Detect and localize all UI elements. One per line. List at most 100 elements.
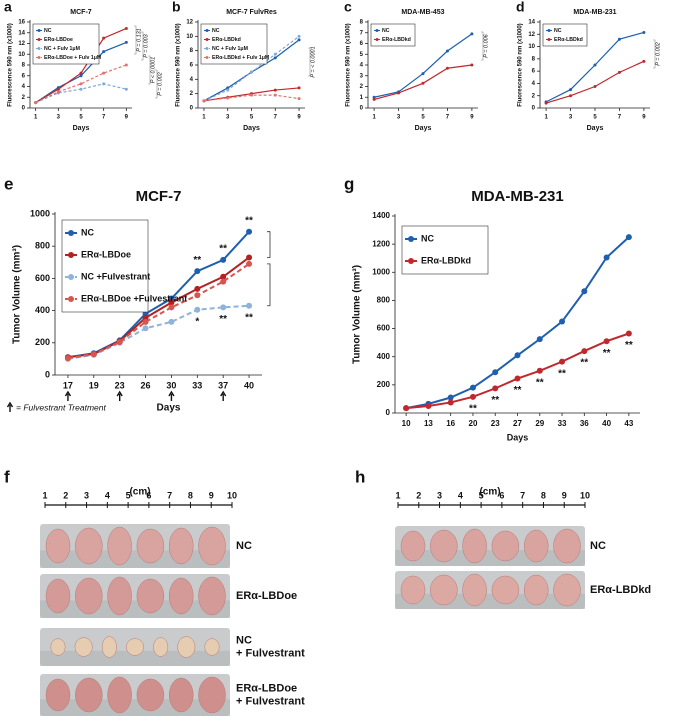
data-point (124, 63, 128, 67)
series-line (67, 263, 250, 360)
data-point (445, 49, 449, 53)
y-axis-label: Fluorescence 590 nm (x1000) (518, 23, 524, 106)
data-point (617, 70, 621, 74)
data-point (297, 38, 301, 42)
data-point (470, 32, 474, 36)
data-point (372, 97, 376, 101)
bracket (141, 31, 144, 61)
x-tick-label: 16 (446, 419, 455, 428)
ruler-number: 2 (416, 490, 421, 500)
legend-box (61, 219, 149, 313)
data-point (220, 273, 227, 280)
panel-letter: e (4, 174, 13, 193)
x-tick-label: 37 (218, 380, 228, 390)
legend-marker (205, 47, 209, 50)
data-point (194, 285, 201, 292)
y-axis-label: Fluorescence 590 nm (x1000) (176, 23, 182, 106)
tumor (462, 528, 487, 564)
ruler-number: 9 (562, 490, 567, 500)
x-tick-label: 23 (115, 380, 125, 390)
legend-marker (37, 38, 41, 41)
ruler-number: 4 (105, 490, 110, 500)
treatment-arrow (6, 401, 14, 412)
x-tick-label: 5 (593, 115, 597, 121)
bracket (267, 263, 271, 307)
y-tick-label: 4 (360, 63, 364, 69)
x-axis-label: Days (507, 432, 529, 442)
row-label: NC (236, 540, 252, 552)
data-point (202, 99, 206, 103)
significance-mark: ** (625, 340, 633, 351)
y-tick-label: 800 (35, 241, 50, 251)
x-tick-label: 7 (446, 115, 450, 121)
data-point (593, 63, 597, 67)
legend-marker (68, 274, 74, 280)
ruler-number: 3 (84, 490, 89, 500)
data-point (559, 318, 566, 325)
x-tick-label: 3 (57, 115, 61, 121)
x-tick-label: 19 (89, 380, 99, 390)
ruler-number: 8 (541, 490, 546, 500)
x-tick-label: 1 (544, 115, 548, 121)
legend-marker (205, 29, 209, 32)
data-point (116, 338, 123, 345)
y-axis-label: Tumor Volume (mm³) (352, 265, 363, 364)
y-tick-label: 10 (186, 34, 193, 40)
x-tick-label: 10 (402, 419, 411, 428)
legend-label: NC (382, 28, 390, 34)
chart: c MDA-MB-453 0 1 2 3 4 5 6 7 8 1 3 5 7 9 Days Fluorescenc… (344, 0, 489, 132)
data-point (492, 385, 499, 392)
y-tick-label: 6 (360, 41, 364, 47)
x-tick-label: 40 (602, 419, 611, 428)
legend-marker (68, 252, 74, 258)
legend-label: ERα-LBDkd (212, 37, 241, 43)
chart-title: MCF-7 FulvRes (226, 9, 277, 16)
tumor (74, 637, 93, 657)
significance-mark: ** (558, 368, 566, 379)
bracket (134, 25, 137, 55)
data-point (642, 30, 646, 34)
y-tick-label: 4 (532, 81, 536, 87)
y-tick-label: 6 (190, 63, 194, 69)
chart: b MCF-7 FulvRes 0 2 4 6 8 10 12 1 3 5 7 9 Days Fluoresc… (172, 0, 316, 132)
ruler-number: 1 (42, 490, 47, 500)
data-point (34, 101, 38, 105)
x-tick-label: 7 (102, 115, 106, 121)
data-point (220, 256, 227, 263)
tumor (553, 528, 581, 564)
tumor (553, 573, 581, 607)
x-axis-label: Days (243, 125, 260, 132)
y-tick-label: 2 (360, 84, 364, 90)
tumor (523, 574, 549, 606)
ruler-unit: (cm) (129, 487, 150, 498)
footnote: = Fulvestrant Treatment (16, 402, 106, 412)
y-tick-label: 8 (190, 48, 194, 54)
significance-mark: ** (219, 314, 227, 325)
y-tick-label: 5 (360, 52, 364, 58)
legend-box (401, 225, 489, 275)
data-point (297, 86, 301, 90)
data-point (603, 338, 610, 345)
x-tick-label: 33 (558, 419, 567, 428)
tumor (75, 677, 103, 713)
ruler-number: 6 (146, 490, 151, 500)
data-point (544, 101, 548, 105)
tumor (107, 676, 132, 714)
chart: g MDA-MB-231 0 200 400 600 800 1000 1200 1400 10 13… (344, 174, 640, 442)
ruler-number: 4 (458, 490, 463, 500)
legend-marker (68, 230, 74, 236)
data-point (425, 402, 432, 409)
p-value: P = < 0.0001 (310, 46, 316, 77)
legend-marker (408, 258, 414, 264)
data-point (56, 87, 60, 91)
y-tick-label: 1 (360, 95, 364, 101)
y-tick-label: 6 (22, 73, 26, 79)
data-point (124, 40, 128, 44)
data-point (64, 355, 71, 362)
x-axis-label: Days (587, 125, 604, 132)
ruler-number: 5 (126, 490, 131, 500)
data-point (397, 91, 401, 95)
ruler-number: 2 (63, 490, 68, 500)
y-tick-label: 3 (360, 73, 364, 79)
